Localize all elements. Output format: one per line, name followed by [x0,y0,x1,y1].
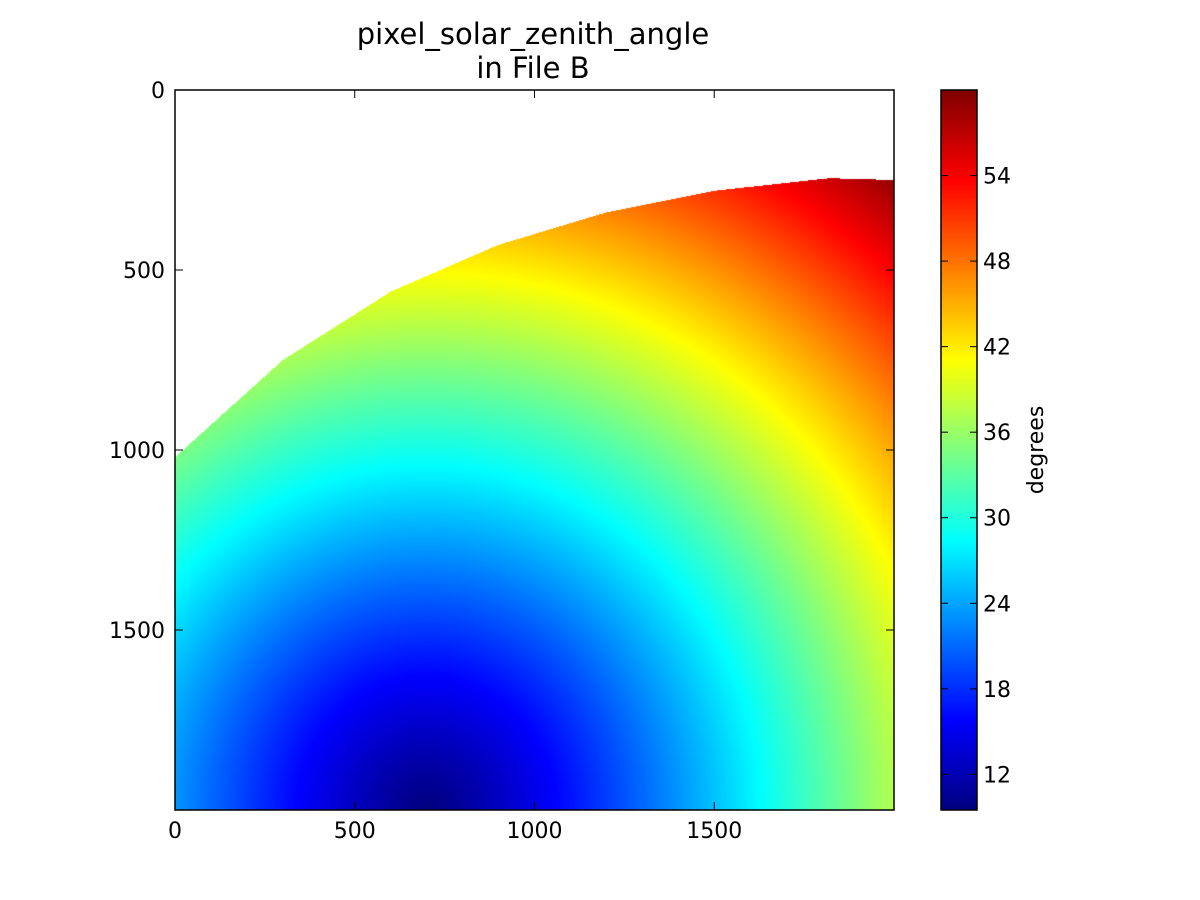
y-tick-label: 1500 [109,619,165,644]
colorbar-tick-label: 36 [983,421,1011,446]
colorbar-tick-label: 18 [983,678,1011,703]
x-tick-label: 500 [334,819,376,844]
plot-frame [174,89,895,811]
chart-title: pixel_solar_zenith_angle [357,17,709,51]
heatmap-image [175,90,894,810]
y-axis: 0 500 1000 1500 [109,79,894,644]
colorbar-tick-label: 30 [983,507,1011,532]
y-tick-label: 0 [151,79,165,104]
colorbar-label: degrees [1024,406,1049,495]
y-tick-label: 1000 [109,439,165,464]
x-tick-label: 1500 [686,819,742,844]
colorbar-tick-label: 48 [983,250,1011,275]
x-tick-label: 0 [168,819,182,844]
colorbar-axis: 12 18 24 30 36 42 48 54 [941,165,1011,788]
colorbar-tick-label: 24 [983,592,1011,617]
colorbar-tick-label: 42 [983,336,1011,361]
x-tick-label: 1000 [507,819,563,844]
colorbar-tick-label: 54 [983,165,1011,190]
colorbar-tick-label: 12 [983,763,1011,788]
colorbar-frame [940,89,978,811]
colorbar-gradient [941,90,977,810]
y-tick-label: 500 [123,259,165,284]
chart-subtitle: in File B [476,51,589,85]
x-axis: 0 500 1000 1500 [168,90,742,844]
